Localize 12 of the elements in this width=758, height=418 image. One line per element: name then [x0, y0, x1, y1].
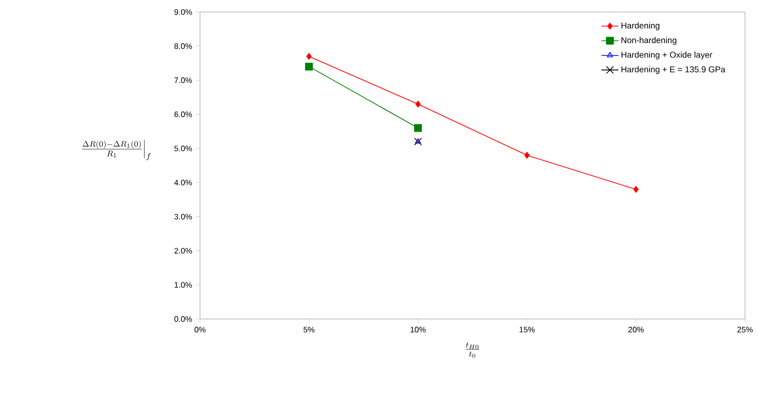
legend-label: Hardening + E = 135.9 GPa	[622, 66, 726, 74]
point	[415, 100, 421, 108]
point	[414, 124, 422, 132]
legend-label: Non-hardening	[622, 36, 676, 45]
point	[633, 186, 639, 193]
legend-label: Hardening + Oxide layer	[622, 52, 712, 60]
point	[306, 52, 312, 60]
legend-label: Hardening	[622, 22, 660, 30]
point	[305, 62, 313, 70]
y-axis-title: $\left.\frac{\Delta R(0)-\Delta R_1(0)}{R_1}\right|_f$	[82, 140, 151, 160]
point	[524, 152, 530, 159]
x-axis-title: $\frac{t_{H0}}{t_0}$	[466, 342, 480, 358]
